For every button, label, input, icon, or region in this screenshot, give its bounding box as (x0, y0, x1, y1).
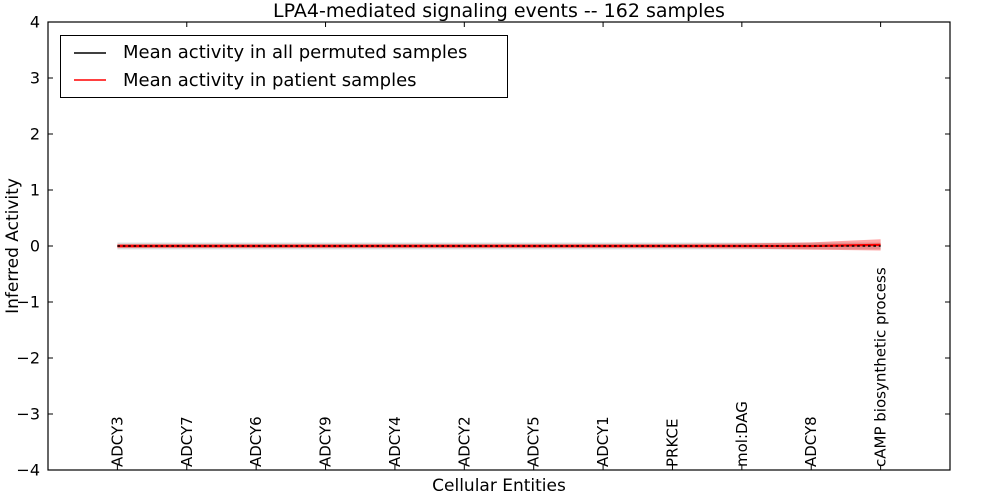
y-tick-label: 4 (30, 13, 40, 32)
y-tick-label: 2 (30, 125, 40, 144)
y-tick-label: 1 (30, 181, 40, 200)
x-tick-label: ADCY4 (386, 416, 404, 467)
x-tick-label: ADCY8 (802, 416, 820, 467)
x-tick-label: ADCY5 (525, 416, 543, 467)
permuted-line-icon (74, 51, 106, 54)
x-tick-label: ADCY1 (594, 416, 612, 467)
x-tick-label: ADCY2 (455, 416, 473, 467)
legend-label-patient: Mean activity in patient samples (123, 69, 417, 91)
legend-entry-permuted: Mean activity in all permuted samples (73, 40, 507, 66)
x-tick-label: ADCY6 (247, 416, 265, 467)
y-tick-label: −3 (16, 405, 40, 424)
x-axis-label: Cellular Entities (432, 476, 566, 496)
y-tick-label: 0 (30, 237, 40, 256)
y-tick-label: −4 (16, 461, 40, 480)
x-tick-label: ADCY7 (178, 416, 196, 467)
y-tick-label: 3 (30, 69, 40, 88)
chart-title: LPA4-mediated signaling events -- 162 sa… (273, 0, 725, 22)
y-tick-label: −2 (16, 349, 40, 368)
x-tick-label: cAMP biosynthetic process (872, 267, 890, 467)
patient-line-icon (74, 79, 106, 82)
y-tick-label: −1 (16, 293, 40, 312)
legend-entry-patient: Mean activity in patient samples (73, 67, 507, 93)
x-tick-label: ADCY3 (108, 416, 126, 467)
x-tick-label: ADCY9 (317, 416, 335, 467)
band-patient (117, 239, 881, 251)
x-tick-label: mol:DAG (733, 401, 751, 467)
x-tick-label: PRKCE (663, 419, 681, 467)
legend-label-permuted: Mean activity in all permuted samples (123, 42, 468, 64)
mean-line-patient (117, 243, 881, 248)
legend: Mean activity in all permuted samples Me… (60, 35, 508, 98)
